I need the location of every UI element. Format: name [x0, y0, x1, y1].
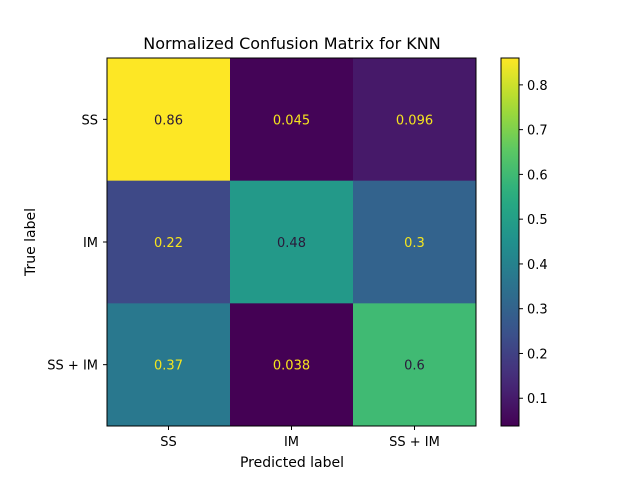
x-tick-label: SS	[160, 435, 177, 450]
cell-value-label-2-2: 0.6	[404, 359, 425, 374]
cell-value-label-0-2: 0.096	[396, 113, 433, 128]
heatmap-cell-2-1	[230, 303, 354, 427]
colorbar-tick-label: 0.1	[527, 392, 548, 407]
x-axis-label: Predicted label	[240, 455, 344, 471]
cell-value-label-2-0: 0.37	[154, 359, 183, 374]
cell-value-label-1-1: 0.48	[277, 236, 306, 251]
y-tick-label: IM	[83, 236, 98, 251]
colorbar-tick-label: 0.7	[527, 124, 548, 139]
y-axis-ticks: SS IM SS + IM	[47, 113, 107, 374]
cell-value-label-0-0: 0.86	[154, 113, 183, 128]
x-tick-label: IM	[284, 435, 299, 450]
x-tick-label: SS + IM	[389, 435, 440, 450]
heatmap-cell-2-2	[353, 303, 477, 427]
cell-value-label-2-1: 0.038	[273, 359, 310, 374]
colorbar-ticks: 0.1 0.2 0.3 0.4 0.5 0.6 0.7 0.8	[519, 79, 548, 407]
colorbar-tick-label: 0.2	[527, 347, 548, 362]
cell-value-label-1-0: 0.22	[154, 236, 183, 251]
heatmap-cell-1-1	[230, 180, 354, 304]
heatmap-cell-1-0	[107, 180, 231, 304]
heatmap-cells: 0.86 0.045 0.096 0.22 0.48 0.3 0.37 0.038 0.6	[107, 58, 477, 427]
colorbar-tick-label: 0.4	[527, 258, 548, 273]
colorbar-tick-label: 0.8	[527, 79, 548, 94]
colorbar	[500, 57, 520, 427]
colorbar-tick-label: 0.3	[527, 303, 548, 318]
heatmap-cell-0-1	[230, 58, 354, 182]
cell-value-label-0-1: 0.045	[273, 113, 310, 128]
y-tick-label: SS	[81, 113, 98, 128]
cell-value-label-1-2: 0.3	[404, 236, 425, 251]
colorbar-tick-label: 0.5	[527, 213, 548, 228]
colorbar-tick-label: 0.6	[527, 168, 548, 183]
y-tick-label: SS + IM	[47, 359, 98, 374]
heatmap-cell-1-2	[353, 180, 477, 304]
chart-title: Normalized Confusion Matrix for KNN	[143, 34, 440, 53]
y-axis-label: True label	[23, 208, 39, 277]
x-axis-ticks: SS IM SS + IM	[160, 426, 440, 450]
heatmap-cell-2-0	[107, 303, 231, 427]
heatmap-cell-0-2	[353, 58, 477, 182]
heatmap-cell-0-0	[107, 58, 231, 182]
